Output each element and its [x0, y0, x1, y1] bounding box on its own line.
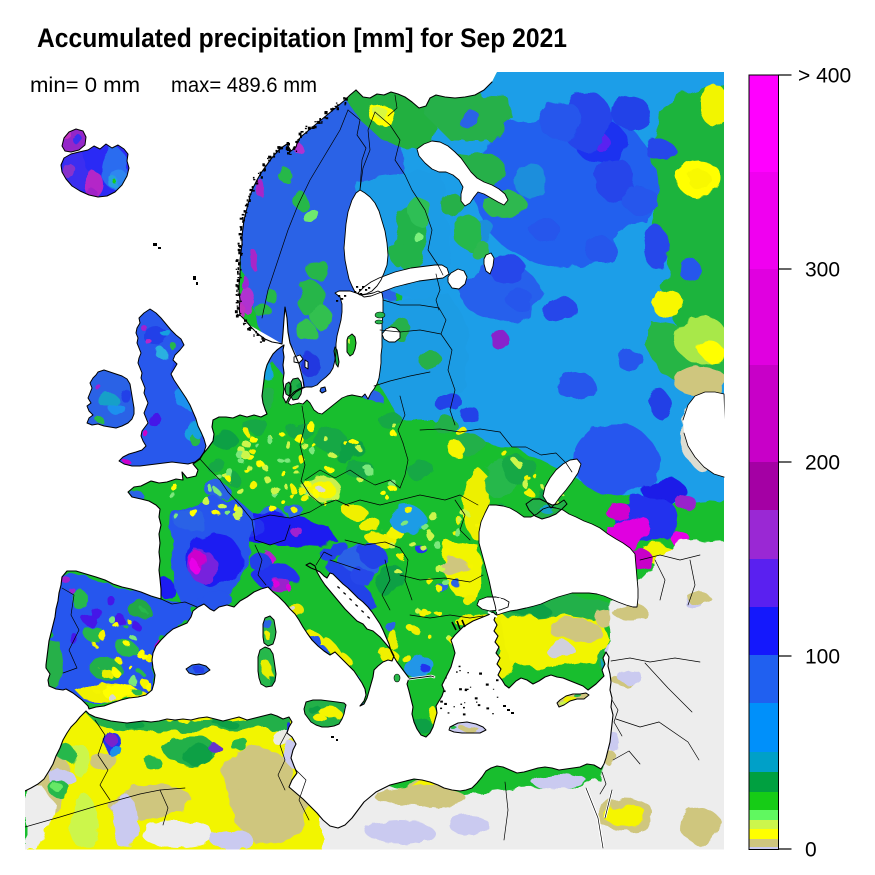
svg-text:> 400: > 400: [798, 65, 851, 88]
svg-text:Accumulated precipitation [mm]: Accumulated precipitation [mm] for Sep 2…: [37, 23, 567, 53]
svg-text:max= 489.6 mm: max= 489.6 mm: [171, 74, 317, 97]
svg-text:200: 200: [805, 452, 840, 475]
svg-text:300: 300: [805, 259, 840, 282]
svg-text:100: 100: [805, 646, 840, 669]
svg-text:min= 0 mm: min= 0 mm: [30, 74, 140, 97]
svg-text:0: 0: [805, 839, 817, 862]
